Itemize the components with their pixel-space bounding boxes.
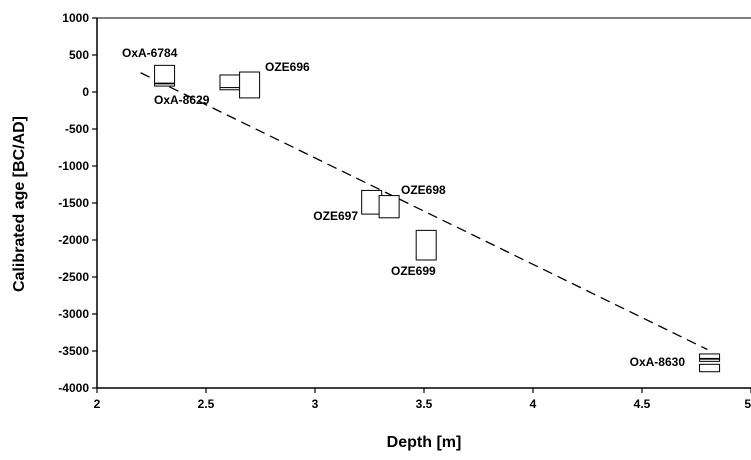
sample-box <box>219 74 241 89</box>
axes <box>96 17 751 389</box>
x-axis-title: Depth [m] <box>387 434 462 451</box>
y-tick-label: -500 <box>65 122 89 136</box>
x-tick-label: 5 <box>744 397 751 411</box>
y-tick-label: 0 <box>82 85 89 99</box>
y-tick-label: -1500 <box>58 196 89 210</box>
sample-label: OxA-8630 <box>630 355 686 369</box>
y-tick-label: 1000 <box>62 11 89 25</box>
sample-label: OZE697 <box>313 209 358 223</box>
y-tick-label: -2000 <box>58 233 89 247</box>
y-tick-label: -2500 <box>58 270 89 284</box>
sample-boxes <box>154 64 721 373</box>
sample-label: OZE698 <box>401 183 446 197</box>
x-tick-label: 2.5 <box>198 397 215 411</box>
y-tick-label: 500 <box>69 48 89 62</box>
sample-label: OZE699 <box>391 264 436 278</box>
sample-label: OZE696 <box>265 60 310 74</box>
y-axis-title: Calibrated age [BC/AD] <box>11 116 28 292</box>
y-tick-label: -1000 <box>58 159 89 173</box>
sample-box <box>239 71 261 99</box>
trend-line-group <box>140 72 708 351</box>
sample-box <box>699 353 721 359</box>
sample-box <box>154 83 176 87</box>
y-tick-label: -3500 <box>58 344 89 358</box>
sample-label: OxA-6784 <box>122 46 178 60</box>
sample-box <box>415 229 437 261</box>
sample-box <box>154 64 176 84</box>
ticks: 1000 500 0 -500 -1000 -1500 -2000 -2500 -3000 -35… <box>58 11 751 411</box>
sample-label: OxA-8629 <box>154 93 210 107</box>
y-tick-label: -3000 <box>58 307 89 321</box>
sample-box <box>699 358 721 362</box>
y-tick-label: -4000 <box>58 381 89 395</box>
trend-line <box>140 72 708 351</box>
x-tick-label: 4 <box>530 397 537 411</box>
sample-box <box>699 363 721 373</box>
sample-box <box>378 195 400 219</box>
sample-labels: OxA-6784 OxA-8629 OZE696 OZE697 OZE698 OZE699… <box>122 46 685 369</box>
x-tick-label: 4.5 <box>634 397 651 411</box>
x-tick-label: 2 <box>94 397 101 411</box>
x-tick-label: 3.5 <box>416 397 433 411</box>
x-tick-label: 3 <box>312 397 319 411</box>
